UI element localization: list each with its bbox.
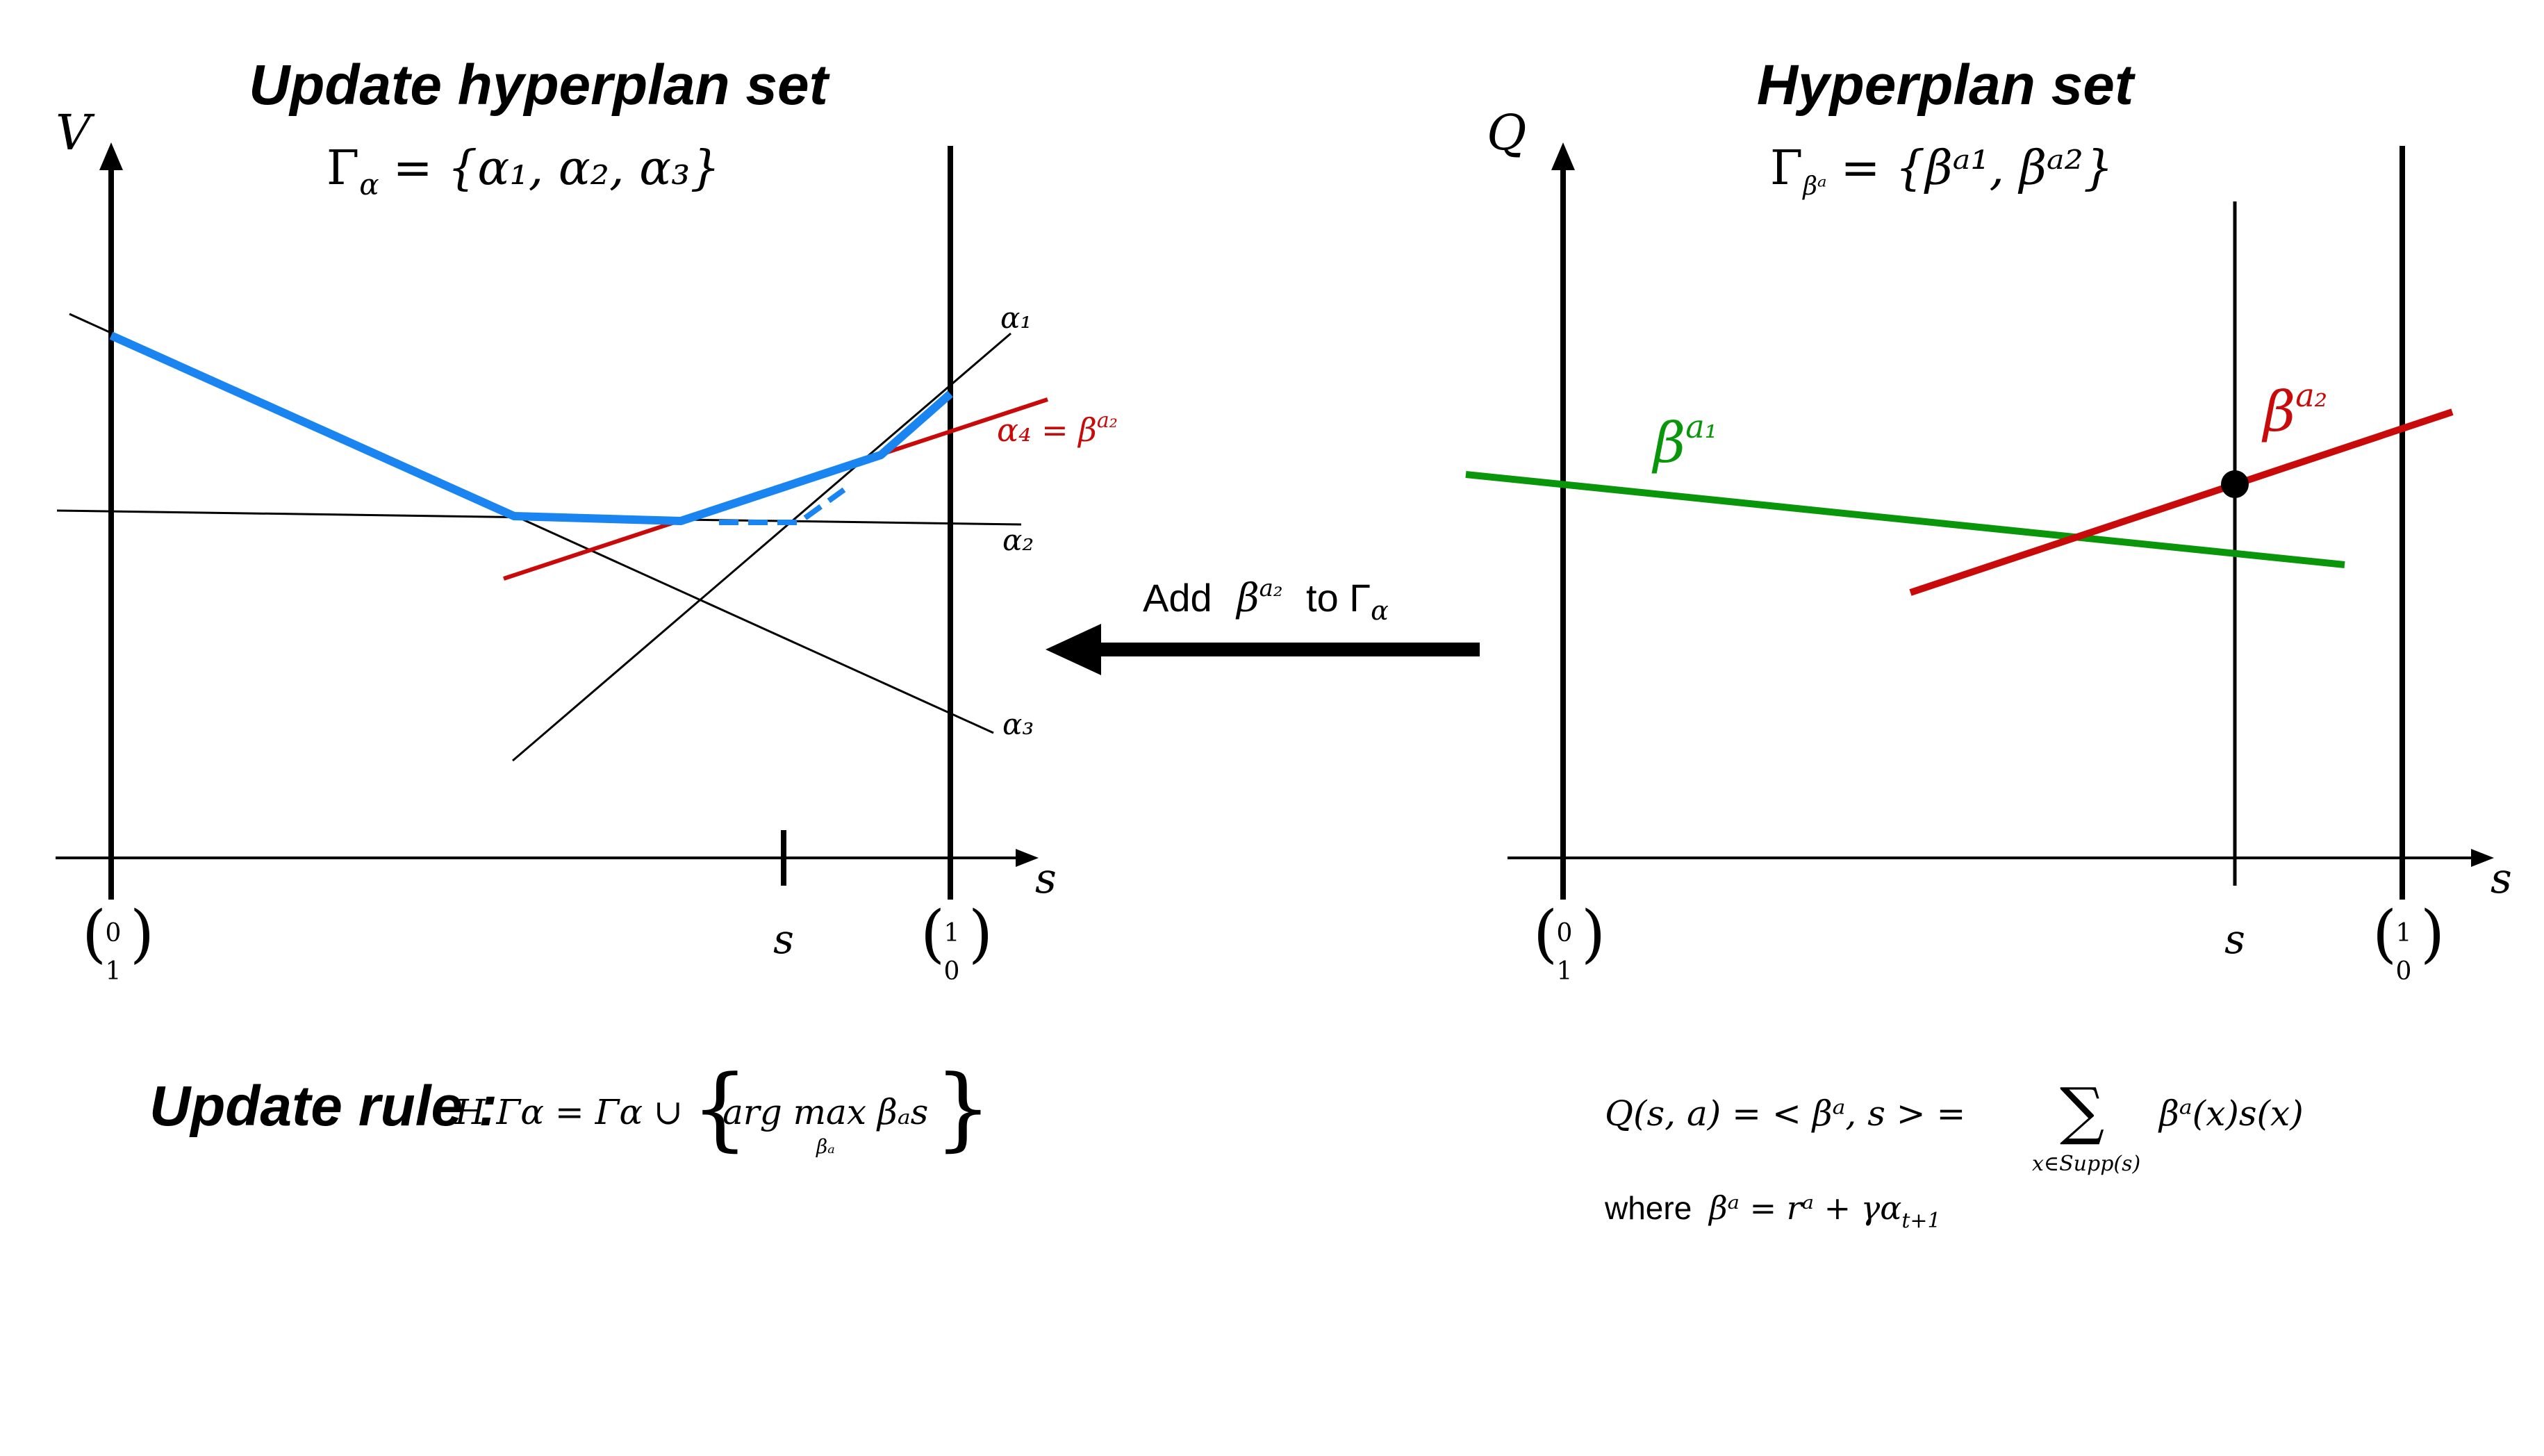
- transfer-to-sub: α: [1371, 595, 1389, 626]
- q-formula-rhs: βᵃ(x)s(x): [2158, 1093, 2304, 1134]
- transfer-arrow-head: [1046, 624, 1101, 675]
- right-panel: Hyperplan set Q s Γβᵃ = {βᵃ¹, βᵃ²} βa₁ βa…: [1465, 53, 2512, 1233]
- transfer-to-text: to Γ: [1306, 576, 1371, 620]
- left-x-axis-arrowhead: [1016, 849, 1039, 867]
- left-set-subscript: α: [359, 167, 379, 201]
- right-tick-origin: ( ) 0 1: [1533, 897, 1605, 986]
- svg-text:(: (: [82, 897, 106, 970]
- right-set-gamma: Γ: [1770, 141, 1803, 196]
- alpha3-label: α₃: [1002, 707, 1034, 741]
- transfer-arrow: Add βa₂ to Γα: [1046, 561, 1480, 675]
- left-tick-origin: ( ) 0 1: [82, 897, 154, 986]
- alpha4-label-sup: a₂: [1097, 408, 1118, 433]
- svg-text:): ): [1581, 897, 1605, 970]
- where-text: where: [1604, 1190, 1692, 1226]
- alpha4-label: α₄ = β: [997, 411, 1097, 449]
- svg-text:(: (: [2372, 897, 2397, 970]
- right-tick-origin-top: 0: [1557, 919, 1573, 948]
- update-rule-sub: βₐ: [816, 1135, 835, 1158]
- left-set-notation: Γα = {α₁, α₂, α₃}: [327, 141, 720, 201]
- svg-text:(: (: [920, 897, 945, 970]
- right-tick-s: s: [2224, 916, 2245, 963]
- right-y-axis-arrowhead: [1551, 142, 1575, 170]
- right-x-axis-arrowhead: [2471, 849, 2494, 867]
- left-tick-one: ( ) 1 0: [920, 897, 993, 986]
- left-tick-one-bottom: 0: [944, 957, 960, 986]
- left-set-gamma: Γ: [327, 141, 359, 196]
- left-panel-title: Update hyperplan set: [249, 53, 831, 117]
- alpha1-line: [512, 332, 1011, 762]
- right-set-subscript: βᵃ: [1801, 172, 1826, 201]
- left-set-members: = {α₁, α₂, α₃}: [393, 141, 720, 196]
- transfer-beta: β: [1235, 576, 1259, 621]
- right-tick-one: ( ) 1 0: [2372, 897, 2445, 986]
- where-formula: βᵃ = rᵃ + γα: [1708, 1189, 1901, 1227]
- beta-a2-sup: a₂: [2295, 377, 2327, 414]
- right-x-axis-label: s: [2491, 854, 2512, 903]
- beta-a1-label: β: [1651, 411, 1685, 475]
- beta-a2-label-group: βa₂: [2261, 377, 2327, 444]
- q-formula-lhs: Q(s, a) = < βᵃ, s > =: [1605, 1093, 1965, 1134]
- update-rule-brace-right: }: [934, 1055, 992, 1161]
- upper-envelope: [109, 331, 953, 525]
- right-tick-origin-bottom: 1: [1557, 957, 1573, 986]
- transfer-add-text: Add: [1143, 576, 1212, 620]
- beta-a2-point-at-s: [2221, 470, 2249, 498]
- right-tick-one-bottom: 0: [2396, 957, 2412, 986]
- left-tick-s: s: [773, 916, 794, 963]
- update-rule-formula: H Γα = Γα ∪: [454, 1092, 683, 1132]
- update-rule-brace-left: {: [691, 1055, 749, 1161]
- left-panel: Update hyperplan set V s Γα = {α₁, α₂, α₃…: [56, 53, 1118, 1161]
- left-tick-origin-bottom: 1: [106, 957, 122, 986]
- left-tick-one-top: 1: [944, 919, 960, 948]
- transfer-arrow-label: Add βa₂ to Γα: [1143, 561, 1389, 626]
- beta-a1-label-group: βa₁: [1651, 408, 1717, 475]
- beta-a2-label: β: [2261, 379, 2295, 444]
- left-y-axis-arrowhead: [99, 142, 123, 170]
- beta-a1-sup: a₁: [1685, 408, 1717, 445]
- left-y-axis-label: V: [56, 104, 95, 161]
- right-set-notation: Γβᵃ = {βᵃ¹, βᵃ²}: [1770, 141, 2113, 201]
- update-rule-argmax: arg max βₐs: [722, 1092, 928, 1132]
- alpha2-label: α₂: [1002, 523, 1034, 557]
- right-panel-title: Hyperplan set: [1757, 53, 2136, 117]
- alpha4-label-group: α₄ = βa₂: [997, 408, 1118, 449]
- svg-text:): ): [130, 897, 154, 970]
- svg-text:): ): [2420, 897, 2445, 970]
- update-rule-label: Update rule :: [149, 1075, 497, 1138]
- left-tick-origin-top: 0: [106, 919, 122, 948]
- right-set-members: = {βᵃ¹, βᵃ²}: [1841, 141, 2114, 196]
- right-tick-one-top: 1: [2396, 919, 2412, 948]
- svg-text:(: (: [1533, 897, 1558, 970]
- where-subscript: t+1: [1901, 1209, 1940, 1233]
- old-envelope-dashed: [719, 487, 846, 525]
- right-y-axis-label: Q: [1487, 104, 1526, 161]
- transfer-beta-sup: a₂: [1259, 574, 1283, 602]
- left-x-axis-label: s: [1035, 854, 1057, 903]
- q-sum-symbol: ∑: [2060, 1075, 2104, 1148]
- alpha1-label: α₁: [1000, 301, 1032, 335]
- beta-a1-line: [1465, 471, 2345, 568]
- q-sum-subscript: x∈Supp(s): [2032, 1152, 2140, 1176]
- svg-text:): ): [968, 897, 993, 970]
- where-line: where βᵃ = rᵃ + γαt+1: [1604, 1189, 1941, 1233]
- beta-a2-line: [1909, 408, 2454, 596]
